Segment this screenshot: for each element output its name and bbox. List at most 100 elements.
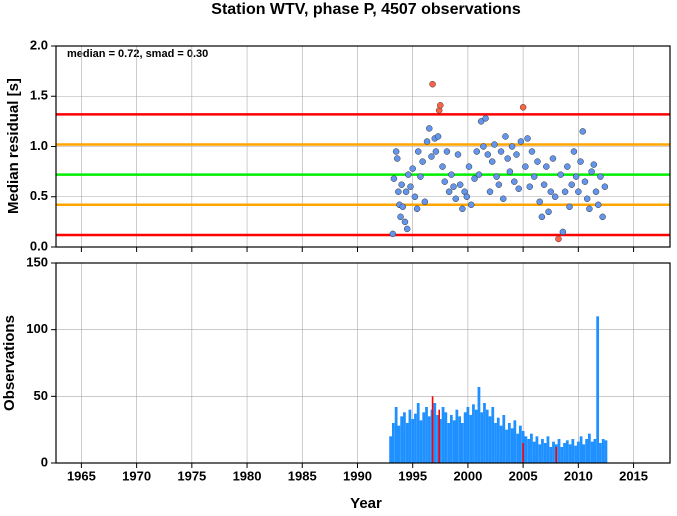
data-point [508,143,516,150]
data-point [439,163,446,170]
y-tick-label: 100 [26,321,48,336]
data-point [448,171,455,178]
data-point [524,135,531,142]
data-point [452,195,460,203]
bar [485,409,489,463]
data-point [547,188,554,195]
bar [590,441,594,463]
data-point [403,225,411,233]
x-tick-label: 2000 [453,468,482,483]
data-point [488,158,496,165]
data-point [443,148,451,155]
data-point [601,183,609,190]
x-tick-label: 1975 [177,468,206,483]
bar [510,428,514,463]
bar [447,423,450,463]
bar [549,447,553,463]
x-tick-label: 1970 [122,468,151,483]
data-point [484,151,492,158]
data-point [414,148,422,155]
data-point [579,128,587,135]
bar [494,423,497,463]
data-point [572,173,580,180]
data-point [491,141,498,148]
bar [535,436,539,463]
data-point [423,138,431,145]
y-tick-label: 0.5 [30,188,48,203]
x-tick-label: 1985 [288,468,317,483]
bar [596,316,600,463]
data-point [564,163,571,170]
bar [416,403,420,463]
bar [522,443,524,463]
data-point [397,213,404,221]
bar [400,416,404,463]
bar [604,440,608,463]
bar [491,407,495,463]
data-point [568,181,575,188]
y-tick-label: 2.0 [30,37,48,52]
bar [499,425,503,463]
data-point [586,205,593,213]
bar [414,413,417,463]
bar [557,439,561,463]
data-point [482,115,489,122]
bar [394,407,398,463]
data-point [502,133,509,140]
data-point [426,125,433,132]
x-tick-label: 1995 [398,468,427,483]
y-axis-label: Median residual [s] [5,78,22,214]
data-point [497,148,505,155]
bar [488,416,492,463]
data-point [495,181,503,188]
data-point [465,163,473,170]
data-point [534,158,541,165]
data-point [557,171,564,178]
y-tick-label: 50 [34,388,48,403]
data-point [538,213,546,221]
data-point [583,195,591,203]
bar [579,436,583,463]
bar [565,440,569,463]
bar [463,412,467,463]
bar [496,417,500,463]
data-point [417,173,424,180]
data-point [549,155,557,162]
data-point [528,148,536,155]
bar [543,443,547,463]
bar [477,387,481,463]
data-point [519,104,527,111]
data-point [471,175,478,182]
x-tick-label: 1980 [233,468,262,483]
data-point [506,168,514,175]
data-point [486,188,494,195]
data-point [522,163,529,170]
data-point [407,183,414,190]
data-point [432,148,440,155]
data-point [389,230,397,238]
x-tick-label: 1990 [343,468,372,483]
bar [474,409,478,463]
bar [419,420,423,463]
bar [472,404,475,463]
bar [389,436,392,463]
bar [527,439,531,463]
data-point [392,148,400,155]
y-tick-label: 1.5 [30,88,48,103]
data-point [445,188,453,195]
bar [518,425,522,463]
bar [516,433,519,463]
y-tick-label: 0.0 [30,238,48,253]
data-point [463,193,471,200]
data-point [402,188,410,195]
bar [452,420,456,463]
data-point [499,195,507,203]
data-point [517,138,525,145]
data-point [540,181,548,188]
data-point [530,173,538,180]
bar [433,403,437,463]
data-point [511,178,518,185]
data-point [459,205,466,213]
data-point [456,181,464,188]
